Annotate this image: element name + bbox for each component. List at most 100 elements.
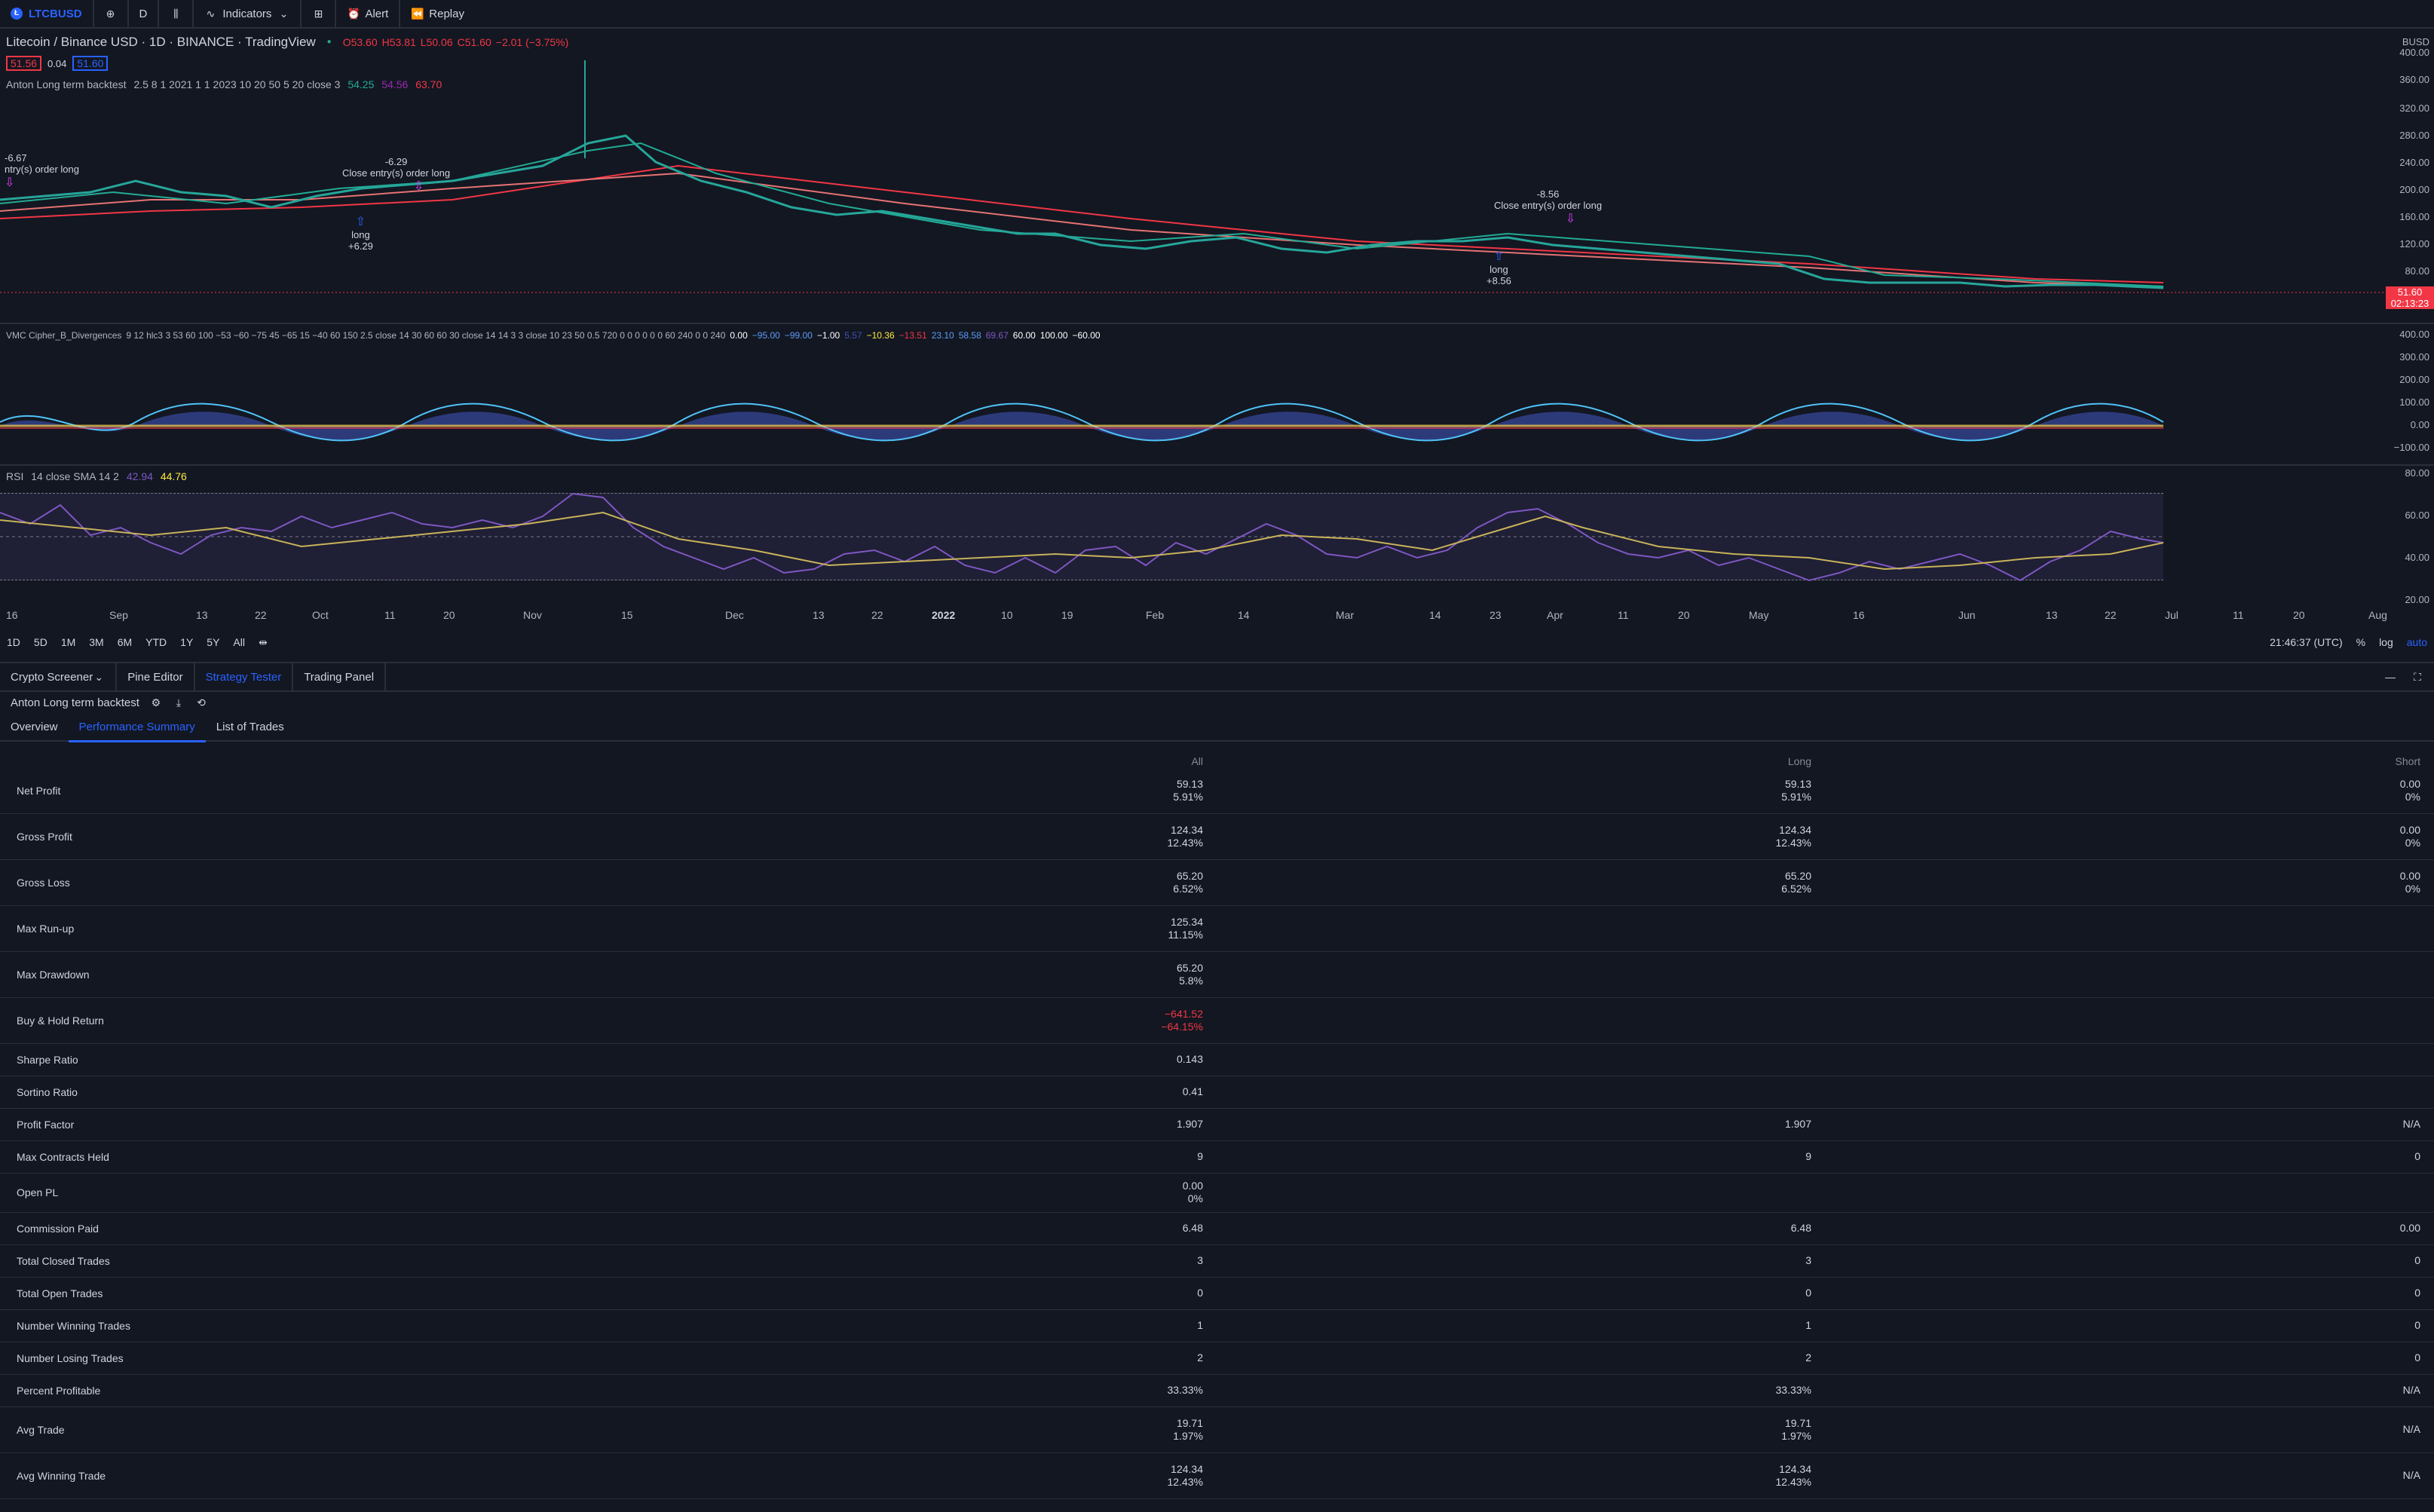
cell-value: 124.34 <box>1779 823 1811 836</box>
trade-marker-close[interactable]: -6.67 ntry(s) order long ⇩ <box>5 152 79 189</box>
pane-divider[interactable] <box>0 323 2434 324</box>
cell-value: 5.91% <box>1173 790 1203 803</box>
interval-button[interactable]: D <box>129 0 160 27</box>
buy-arrow-icon: ⇧ <box>355 216 366 228</box>
table-row: Buy & Hold Return −641.52 −64.15% <box>0 997 2434 1044</box>
sell-arrow-icon: ⇩ <box>1565 213 1576 225</box>
market-status-dot-icon: ● <box>326 38 332 46</box>
symbol-button[interactable]: Ł LTCBUSD <box>0 0 94 27</box>
cell-all: −641.52 −64.15% <box>1161 1008 1203 1033</box>
cell-value: 12.43% <box>1775 836 1811 849</box>
sell-price-button[interactable]: 51.56 <box>6 56 42 71</box>
trade-marker-long[interactable]: ⇧ long +8.56 <box>1486 250 1511 286</box>
cell-value: 1.97% <box>1173 1429 1203 1442</box>
range-1d[interactable]: 1D <box>7 636 20 648</box>
table-row: Commission Paid 6.48 6.48 0.00 <box>0 1212 2434 1245</box>
tab-crypto-screener[interactable]: Crypto Screener ⌄ <box>0 663 118 690</box>
row-label: Net Profit <box>17 784 61 797</box>
layouts-button[interactable]: ⊞ <box>302 0 337 27</box>
cell-value: N/A <box>2402 1118 2420 1130</box>
chart-type-button[interactable]: ⫼ <box>159 0 194 27</box>
bid-ask: 51.56 0.04 51.60 <box>6 56 109 71</box>
litecoin-logo-icon: Ł <box>11 8 23 20</box>
tab-overview[interactable]: Overview <box>11 721 58 733</box>
range-1m[interactable]: 1M <box>60 636 76 648</box>
table-row: Gross Loss 65.20 6.52% 65.20 6.52% 0.00 0% <box>0 859 2434 906</box>
range-1y[interactable]: 1Y <box>180 636 194 648</box>
row-label: Max Drawdown <box>17 968 90 981</box>
grid-icon: ⊞ <box>314 8 323 20</box>
vmc-pane[interactable] <box>0 392 2384 460</box>
rsi-axis[interactable]: 80.00 60.00 40.00 20.00 <box>2405 467 2429 605</box>
deep-backtest-icon[interactable]: ⟲ <box>197 696 206 709</box>
date-range-icon[interactable]: ⇹ <box>258 635 268 648</box>
range-3m[interactable]: 3M <box>89 636 104 648</box>
cell-all: 6.48 <box>1183 1222 1203 1235</box>
compare-button[interactable]: ⊕ <box>94 0 129 27</box>
log-toggle[interactable]: log <box>2379 636 2393 648</box>
plus-circle-icon: ⊕ <box>106 8 115 20</box>
pane-divider[interactable] <box>0 464 2434 466</box>
alert-button[interactable]: ⏰ Alert <box>336 0 401 27</box>
replay-button[interactable]: ⏪ Replay <box>411 7 464 20</box>
cell-value: 0% <box>2405 790 2420 803</box>
tab-pine-editor[interactable]: Pine Editor <box>117 663 195 690</box>
range-5y[interactable]: 5Y <box>207 636 220 648</box>
utc-clock[interactable]: 21:46:37 (UTC) <box>2270 636 2343 648</box>
range-5d[interactable]: 5D <box>33 636 47 648</box>
cell-value: 2 <box>1805 1351 1811 1364</box>
cell-value: 1.907 <box>1784 1118 1811 1130</box>
trade-marker-close[interactable]: -8.56 Close entry(s) order long ⇩ <box>1494 188 1603 225</box>
cell-value: 0 <box>1805 1287 1811 1299</box>
vmc-axis[interactable]: 400.00 300.00 200.00 100.00 0.00 −100.00 <box>2393 329 2429 453</box>
top-toolbar: Ł LTCBUSD ⊕ D ⫼ ∿ Indicators ⌄ ⊞ ⏰ Alert… <box>0 0 2434 29</box>
sell-arrow-icon: ⇩ <box>413 180 424 193</box>
cell-short: 0 <box>2414 1254 2420 1267</box>
auto-toggle[interactable]: auto <box>2406 636 2427 648</box>
table-row: Avg Trade 19.71 1.97% 19.71 1.97% N/A <box>0 1406 2434 1453</box>
percent-toggle[interactable]: % <box>2356 636 2366 648</box>
trade-marker-close[interactable]: -6.29 Close entry(s) order long ⇩ <box>342 156 451 193</box>
buy-price-button[interactable]: 51.60 <box>72 56 109 71</box>
column-header-long: Long <box>1787 755 1811 767</box>
cell-value: 9 <box>1805 1150 1811 1162</box>
indicators-button[interactable]: ∿ Indicators ⌄ <box>194 0 302 27</box>
range-ytd[interactable]: YTD <box>145 636 167 648</box>
cell-value: 0% <box>1187 1192 1203 1204</box>
row-label: Sortino Ratio <box>17 1085 78 1098</box>
last-price-label: 51.60 02:13:23 <box>2386 286 2434 309</box>
table-row: Sharpe Ratio 0.143 <box>0 1043 2434 1076</box>
tab-trading-panel[interactable]: Trading Panel <box>293 663 387 690</box>
tab-list-of-trades[interactable]: List of Trades <box>216 721 284 733</box>
cell-short: 0 <box>2414 1150 2420 1163</box>
row-label: Gross Profit <box>17 830 72 843</box>
cell-value: 124.34 <box>1779 1462 1811 1475</box>
minimize-icon[interactable]: — <box>2385 671 2396 683</box>
price-pane[interactable] <box>0 60 2384 317</box>
settings-icon[interactable]: ⚙ <box>151 696 161 709</box>
cell-all: 1 <box>1197 1319 1203 1332</box>
cell-long: 1 <box>1805 1319 1811 1332</box>
chart-title[interactable]: Litecoin / Binance USD · 1D · BINANCE · … <box>6 35 316 49</box>
maximize-icon[interactable]: ⛶ <box>2414 671 2421 683</box>
vmc-legend[interactable]: VMC Cipher_B_Divergences 9 12 hlc3 3 53 … <box>6 330 1101 341</box>
strategy-legend[interactable]: Anton Long term backtest 2.5 8 1 2021 1 … <box>6 78 442 90</box>
cell-value: 1 <box>1805 1319 1811 1331</box>
download-icon[interactable]: ⤓ <box>176 696 182 709</box>
chart-legend: Litecoin / Binance USD · 1D · BINANCE · … <box>6 35 568 50</box>
rewind-icon: ⏪ <box>411 8 424 20</box>
cell-long: 0 <box>1805 1287 1811 1299</box>
cell-value: −64.15% <box>1161 1020 1203 1033</box>
range-6m[interactable]: 6M <box>117 636 133 648</box>
trade-marker-long[interactable]: ⇧ long +6.29 <box>348 216 373 252</box>
cell-short: N/A <box>2403 1423 2420 1436</box>
cell-all: 124.34 12.43% <box>1168 1463 1203 1489</box>
price-axis[interactable]: BUSD 400.00 360.00 320.00 280.00 240.00 … <box>2384 30 2434 317</box>
cell-value: 6.52% <box>1781 882 1811 895</box>
tab-strategy-tester[interactable]: Strategy Tester <box>195 663 294 690</box>
cell-value: N/A <box>2402 1469 2420 1481</box>
range-all[interactable]: All <box>233 636 245 648</box>
rsi-legend[interactable]: RSI 14 close SMA 14 2 42.94 44.76 <box>6 470 187 482</box>
rsi-pane[interactable] <box>0 482 2384 595</box>
tab-performance-summary[interactable]: Performance Summary <box>68 718 206 742</box>
